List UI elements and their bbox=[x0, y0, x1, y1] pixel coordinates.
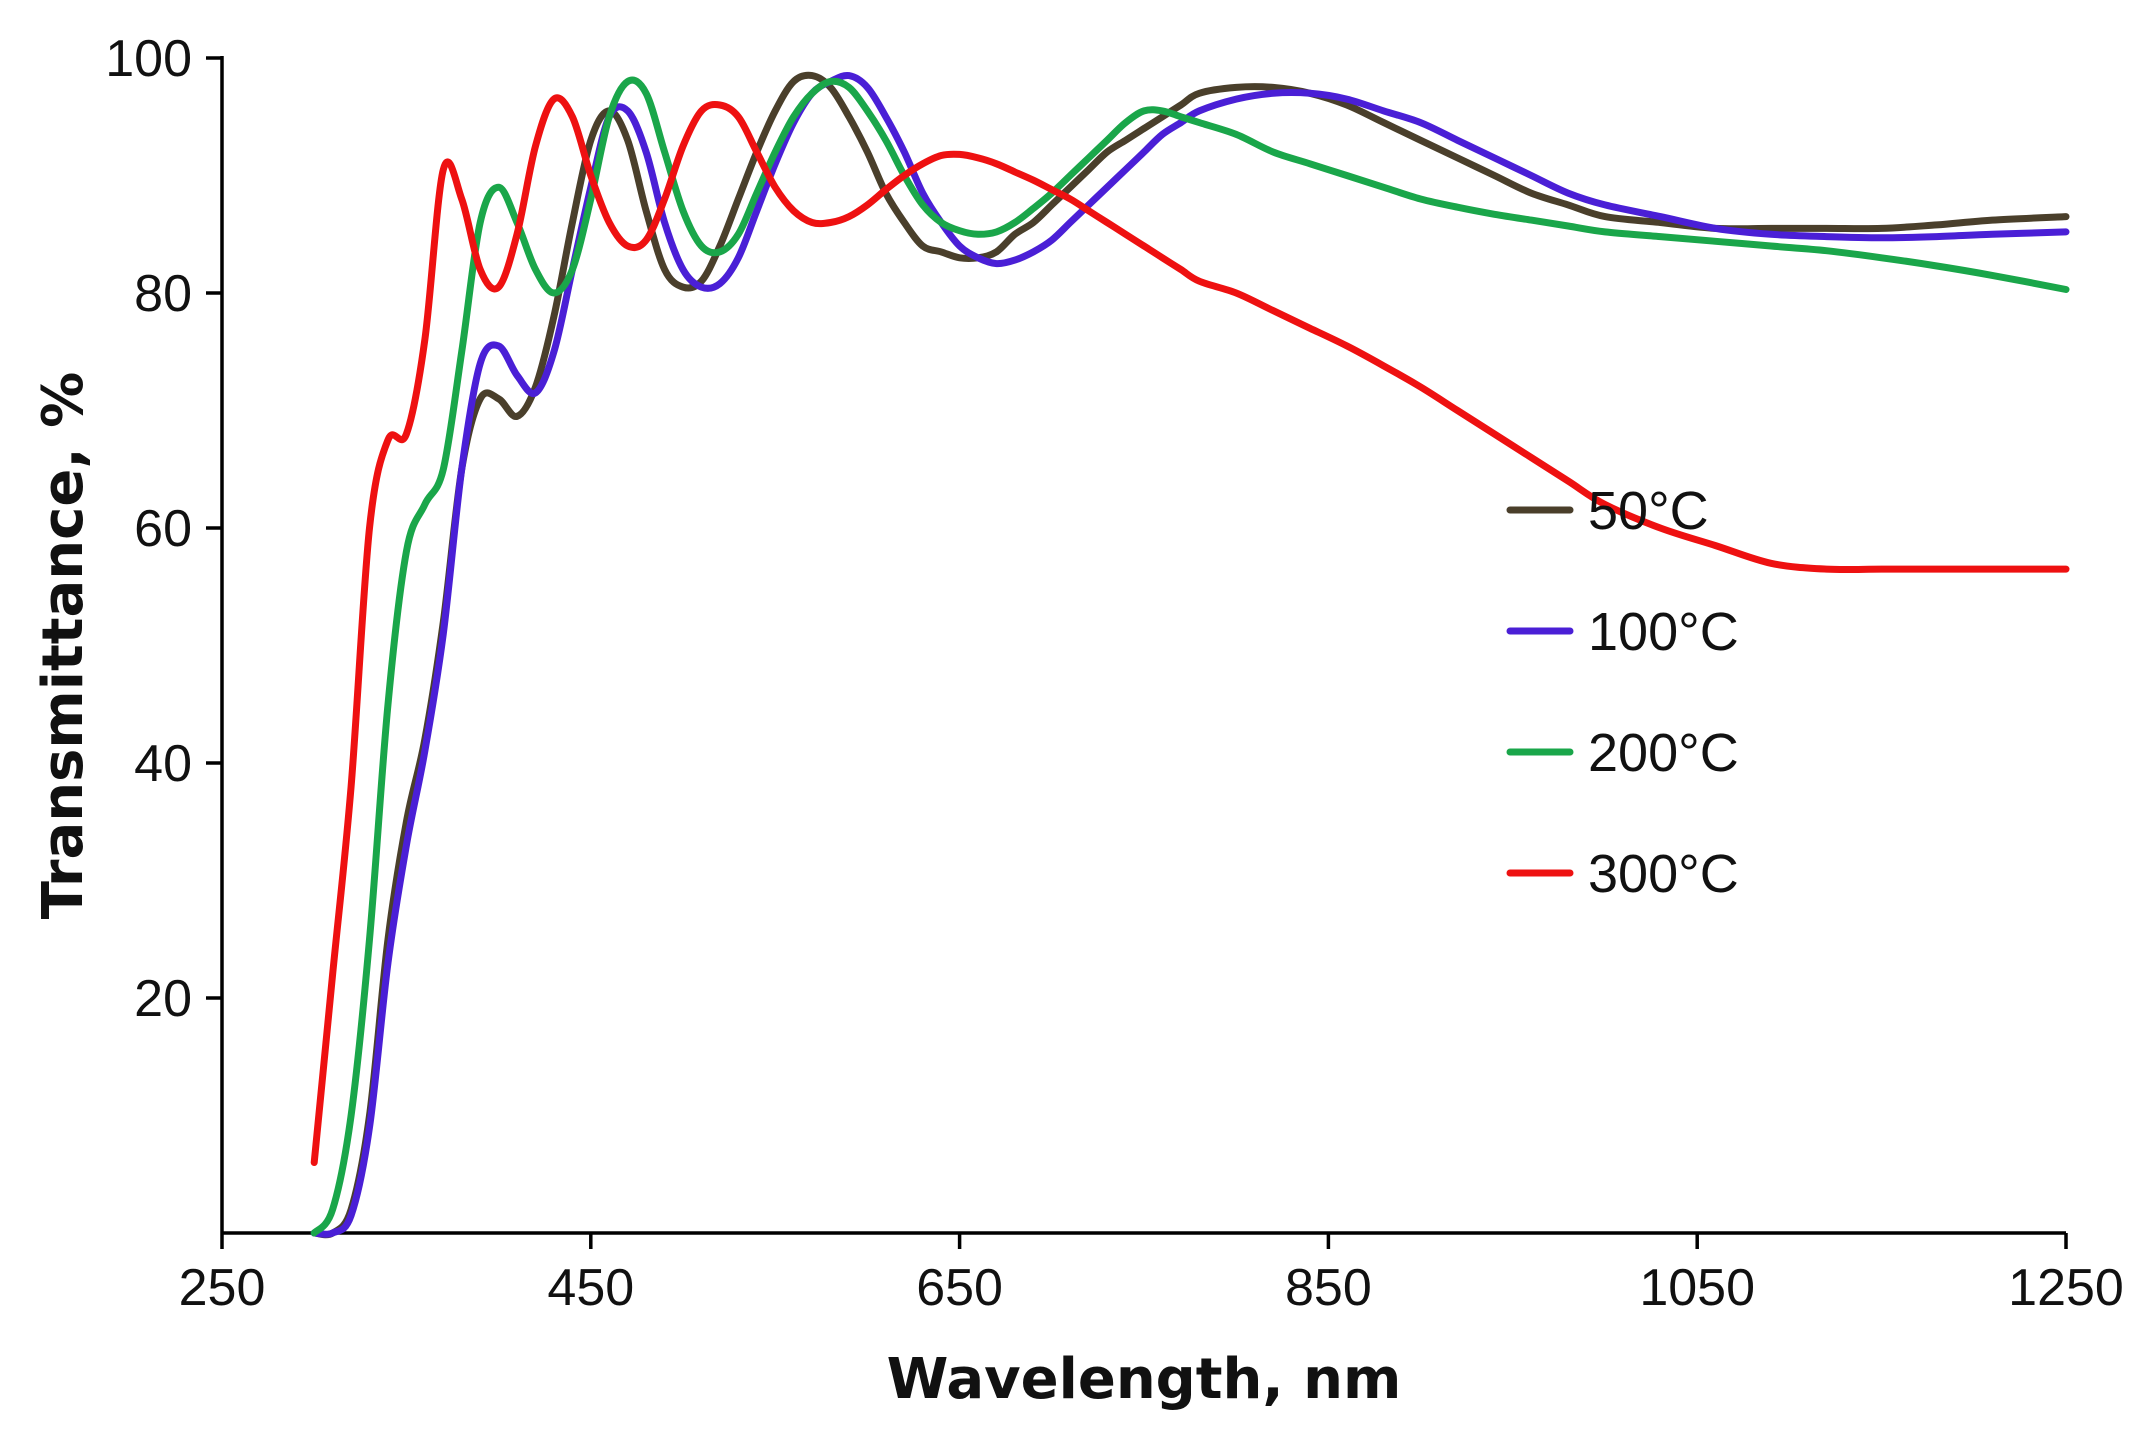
x-tick-label: 250 bbox=[179, 1259, 266, 1317]
legend-label: 50°C bbox=[1588, 481, 1709, 541]
ticks: 250 450 650 850 1050 1250 20 40 60 80 100 bbox=[105, 30, 2124, 1317]
series-line-100c bbox=[310, 71, 2070, 1238]
series-line-50c bbox=[310, 71, 2070, 1239]
x-tick-label: 450 bbox=[547, 1259, 634, 1317]
y-axis-title: Transmittance, % bbox=[31, 372, 96, 919]
series-line-200c bbox=[310, 76, 2070, 1237]
legend-label: 100°C bbox=[1588, 602, 1739, 662]
y-tick-label: 60 bbox=[134, 500, 192, 558]
legend-label: 300°C bbox=[1588, 844, 1739, 904]
x-tick-label: 850 bbox=[1285, 1259, 1372, 1317]
series-lines bbox=[310, 71, 2070, 1239]
x-axis-title: Wavelength, nm bbox=[887, 1347, 1402, 1412]
legend-label: 200°C bbox=[1588, 723, 1739, 783]
y-tick-label: 40 bbox=[134, 735, 192, 793]
x-tick-label: 1050 bbox=[1639, 1259, 1755, 1317]
y-tick-label: 100 bbox=[105, 30, 192, 88]
x-tick-label: 1250 bbox=[2008, 1259, 2124, 1317]
legend: 50°C 100°C 200°C 300°C bbox=[1506, 481, 1739, 904]
axes bbox=[220, 56, 2066, 1235]
series-line-300c bbox=[310, 94, 2070, 1166]
y-tick-label: 80 bbox=[134, 265, 192, 323]
x-tick-label: 650 bbox=[916, 1259, 1003, 1317]
y-tick-label: 20 bbox=[134, 970, 192, 1028]
